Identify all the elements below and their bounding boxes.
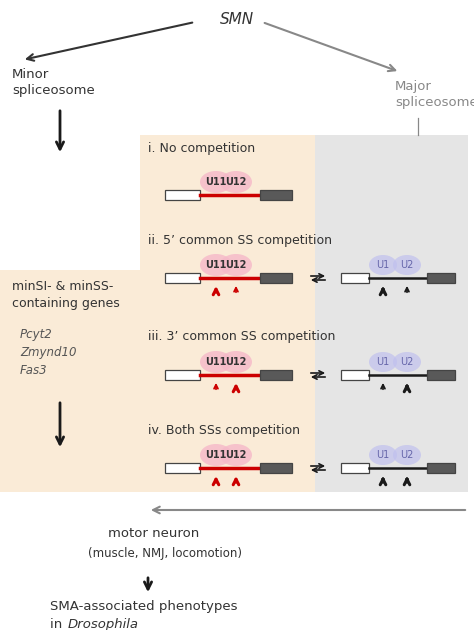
Text: U12: U12 [225,177,246,187]
Bar [260,463,292,473]
Text: U12: U12 [225,260,246,270]
Bar [140,135,315,492]
Ellipse shape [393,352,421,372]
Text: SMN: SMN [220,12,254,27]
Text: Pcyt2
Zmynd10
Fas3: Pcyt2 Zmynd10 Fas3 [20,328,76,377]
Bar [341,463,369,473]
Bar [0,270,140,492]
Ellipse shape [220,444,252,466]
Text: U2: U2 [401,260,414,270]
Bar [165,463,200,473]
Text: U11: U11 [205,357,227,367]
Text: iii. 3’ common SS competition: iii. 3’ common SS competition [148,330,336,343]
Bar [341,370,369,380]
Ellipse shape [200,254,232,276]
Text: in: in [50,618,66,630]
Text: U2: U2 [401,450,414,460]
Bar [260,273,292,283]
Bar [165,190,200,200]
Text: iv. Both SSs competition: iv. Both SSs competition [148,424,300,437]
Bar [315,135,468,492]
Text: minSI- & minSS-
containing genes: minSI- & minSS- containing genes [12,280,120,310]
Ellipse shape [369,445,397,465]
Bar [260,370,292,380]
Text: ii. 5’ common SS competition: ii. 5’ common SS competition [148,234,332,247]
Text: U12: U12 [225,357,246,367]
Ellipse shape [220,171,252,193]
Ellipse shape [220,254,252,276]
Text: motor neuron: motor neuron [108,527,199,540]
Bar [427,463,455,473]
Text: Drosophila: Drosophila [68,618,139,630]
Text: U11: U11 [205,177,227,187]
Text: U12: U12 [225,450,246,460]
Bar [260,190,292,200]
Ellipse shape [369,255,397,275]
Bar [165,370,200,380]
Text: Minor
spliceosome: Minor spliceosome [12,68,95,97]
Text: U11: U11 [205,260,227,270]
Text: U1: U1 [376,357,390,367]
Ellipse shape [200,444,232,466]
Ellipse shape [393,445,421,465]
Text: U11: U11 [205,450,227,460]
Bar [165,273,200,283]
Text: SMA-associated phenotypes: SMA-associated phenotypes [50,600,237,613]
Ellipse shape [220,351,252,373]
Text: (muscle, NMJ, locomotion): (muscle, NMJ, locomotion) [88,547,242,560]
Bar [427,273,455,283]
Bar [427,370,455,380]
Ellipse shape [393,255,421,275]
Text: U1: U1 [376,260,390,270]
Text: i. No competition: i. No competition [148,142,255,155]
Ellipse shape [200,351,232,373]
Ellipse shape [200,171,232,193]
Text: U1: U1 [376,450,390,460]
Bar [341,273,369,283]
Text: Major
spliceosome: Major spliceosome [395,80,474,109]
Ellipse shape [369,352,397,372]
Text: U2: U2 [401,357,414,367]
